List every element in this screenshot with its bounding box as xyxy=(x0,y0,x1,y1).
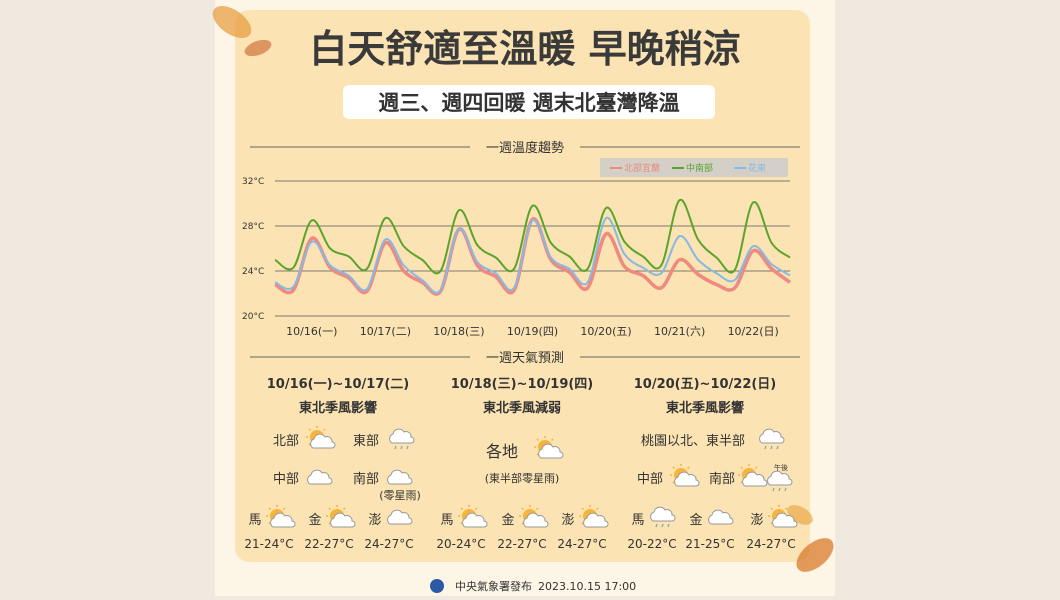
island-temp: 20-22°C xyxy=(627,537,676,551)
note: 午後 xyxy=(774,463,788,472)
panel xyxy=(235,10,810,562)
logo xyxy=(430,579,444,593)
note: (零星雨) xyxy=(379,489,421,502)
x-tick-label: 10/19(四) xyxy=(507,325,558,338)
island-name: 金 xyxy=(308,512,321,528)
date-range: 10/18(三)~10/19(四) xyxy=(451,377,594,392)
region: 南部 xyxy=(353,471,379,487)
summary: 東北季風影響 xyxy=(299,400,377,416)
title: 白天舒適至溫暖 早晚稍涼 xyxy=(309,27,740,71)
region: 桃園以北、東半部 xyxy=(641,433,745,449)
island-temp: 21-25°C xyxy=(685,537,734,551)
islands: 馬 21-24°C 金 22-27°C 澎 24-27°C 馬 20-24°C 金 22-27°C… xyxy=(244,505,797,551)
island-name: 金 xyxy=(689,512,702,528)
leaf-decoration xyxy=(212,6,252,38)
legend-box xyxy=(600,158,788,177)
x-tick-label: 10/20(五) xyxy=(580,325,631,338)
y-tick-label: 20°C xyxy=(242,312,264,322)
y-tick-label: 28°C xyxy=(242,222,264,232)
island-temp: 21-24°C xyxy=(244,537,293,551)
subtitle-box xyxy=(343,85,715,119)
divider-gap xyxy=(470,348,580,366)
series-line xyxy=(274,216,791,294)
island-name: 馬 xyxy=(248,513,261,528)
island-temp: 22-27°C xyxy=(304,537,353,551)
island-name: 金 xyxy=(501,512,514,528)
y-tick-label: 24°C xyxy=(242,267,264,277)
y-tick-label: 32°C xyxy=(242,177,264,187)
date-range: 10/16(一)~10/17(二) xyxy=(267,377,410,392)
island-name: 馬 xyxy=(631,513,644,528)
island-name: 澎 xyxy=(561,513,574,528)
summary: 東北季風影響 xyxy=(666,400,744,416)
region: 南部 xyxy=(709,471,735,487)
leaf-decoration xyxy=(796,538,834,572)
island-temp: 24-27°C xyxy=(557,537,606,551)
legend-label: 花東 xyxy=(748,162,766,174)
line-chart: 20°C 24°C 28°C 32°C 10/16(一) 10/17(二) 10/18(三)… xyxy=(242,158,792,338)
leaf-decoration xyxy=(244,39,272,57)
island-temp: 20-24°C xyxy=(436,537,485,551)
legend-label: 北部宜蘭 xyxy=(624,162,660,174)
island-name: 澎 xyxy=(750,513,763,528)
forecast-title: 一週天氣預測 xyxy=(486,351,564,366)
island-temp: 24-27°C xyxy=(364,537,413,551)
summary: 東北季風減弱 xyxy=(483,400,561,416)
island-name: 馬 xyxy=(440,513,453,528)
region: 東部 xyxy=(353,433,379,449)
time: 2023.10.15 17:00 xyxy=(538,580,636,593)
x-tick-label: 10/17(二) xyxy=(360,325,411,338)
island-name: 澎 xyxy=(368,513,381,528)
region: 中部 xyxy=(637,472,663,487)
note: (東半部零星雨) xyxy=(485,471,560,485)
x-tick-label: 10/16(一) xyxy=(286,325,337,338)
island-temp: 24-27°C xyxy=(746,537,795,551)
region: 中部 xyxy=(273,472,299,487)
series-line xyxy=(274,199,791,275)
x-tick-label: 10/18(三) xyxy=(433,325,484,338)
source: 中央氣象署發布 xyxy=(455,579,532,593)
divider-gap xyxy=(470,138,580,156)
legend-label: 中南部 xyxy=(686,162,713,174)
x-tick-label: 10/21(六) xyxy=(654,325,705,338)
subtitle: 週三、週四回暖 週末北臺灣降溫 xyxy=(378,91,679,115)
region: 北部 xyxy=(273,434,299,449)
region: 各地 xyxy=(486,442,518,461)
island-temp: 22-27°C xyxy=(497,537,546,551)
chart-title: 一週溫度趨勢 xyxy=(486,140,564,156)
date-range: 10/20(五)~10/22(日) xyxy=(634,377,777,392)
x-tick-label: 10/22(日) xyxy=(728,325,779,338)
